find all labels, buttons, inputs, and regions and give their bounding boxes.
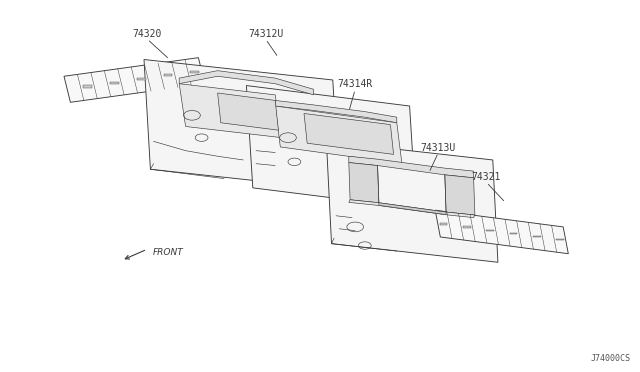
Polygon shape	[509, 232, 517, 234]
Polygon shape	[349, 200, 475, 218]
Polygon shape	[556, 239, 564, 240]
Text: 74312U: 74312U	[248, 29, 284, 39]
Text: 74313U: 74313U	[420, 142, 456, 153]
Polygon shape	[246, 86, 416, 208]
Polygon shape	[349, 156, 474, 178]
Polygon shape	[486, 230, 494, 231]
Text: 74320: 74320	[132, 29, 162, 39]
Polygon shape	[349, 163, 379, 203]
Polygon shape	[191, 71, 200, 73]
Polygon shape	[179, 71, 314, 95]
Text: J74000CS: J74000CS	[590, 354, 630, 363]
Polygon shape	[179, 84, 282, 138]
Polygon shape	[435, 210, 568, 254]
Polygon shape	[64, 58, 205, 102]
Text: 74314R: 74314R	[337, 79, 373, 89]
Polygon shape	[275, 106, 402, 164]
Polygon shape	[463, 227, 470, 228]
Polygon shape	[110, 82, 119, 84]
Text: 74321: 74321	[472, 172, 501, 182]
Polygon shape	[83, 86, 92, 87]
Text: FRONT: FRONT	[152, 248, 183, 257]
Polygon shape	[275, 100, 397, 123]
Polygon shape	[218, 93, 278, 130]
Polygon shape	[137, 78, 146, 80]
Polygon shape	[440, 224, 447, 225]
Polygon shape	[533, 235, 541, 237]
Polygon shape	[326, 141, 498, 262]
Polygon shape	[144, 60, 339, 190]
Polygon shape	[379, 203, 446, 215]
Polygon shape	[445, 175, 475, 215]
Polygon shape	[164, 74, 173, 76]
Polygon shape	[304, 113, 394, 154]
